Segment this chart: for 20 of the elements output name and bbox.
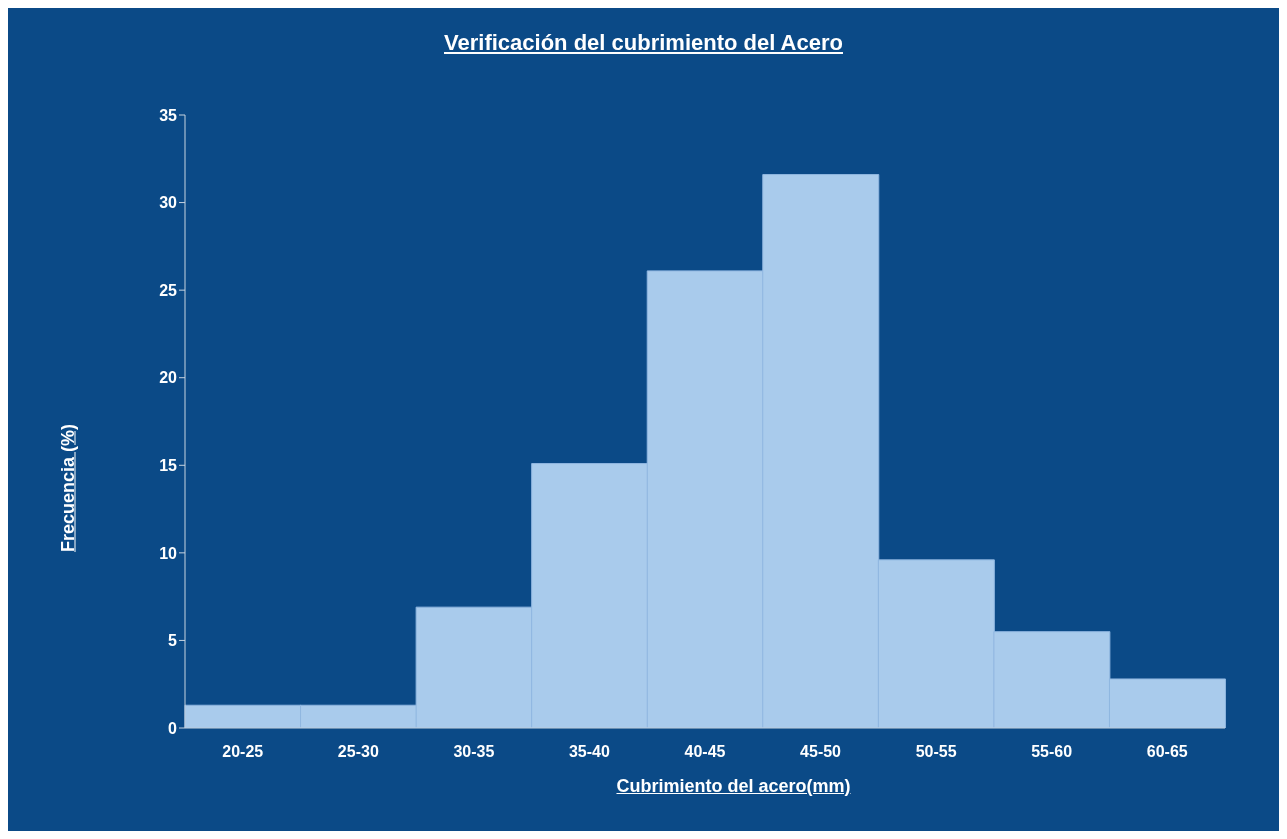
x-tick-label: 35-40 [568, 743, 611, 761]
x-tick-label: 20-25 [222, 743, 264, 761]
x-tick-label: 50-55 [915, 743, 957, 761]
chart-title: Verificación del cubrimiento del Acero [443, 30, 844, 56]
x-tick-label: 55-60 [1031, 743, 1073, 761]
y-tick-label: 10 [159, 544, 178, 562]
y-tick-label: 20 [159, 369, 178, 387]
x-axis-title: Cubrimiento del acero(mm) [615, 776, 852, 797]
x-tick-label: 45-50 [800, 743, 842, 761]
y-axis-title: Frecuencia (%) [57, 423, 79, 553]
y-tick-label: 25 [159, 281, 178, 299]
y-tick-label: 15 [159, 456, 178, 474]
x-tick-label: 60-65 [1146, 743, 1188, 761]
x-tick-label: 40-45 [684, 743, 726, 761]
y-tick-label: 35 [159, 106, 178, 124]
y-tick-label: 30 [159, 194, 178, 212]
x-tick-label: 25-30 [337, 743, 379, 761]
y-tick-label: 0 [168, 719, 178, 737]
x-tick-label: 30-35 [453, 743, 495, 761]
y-tick-label: 5 [168, 632, 178, 650]
